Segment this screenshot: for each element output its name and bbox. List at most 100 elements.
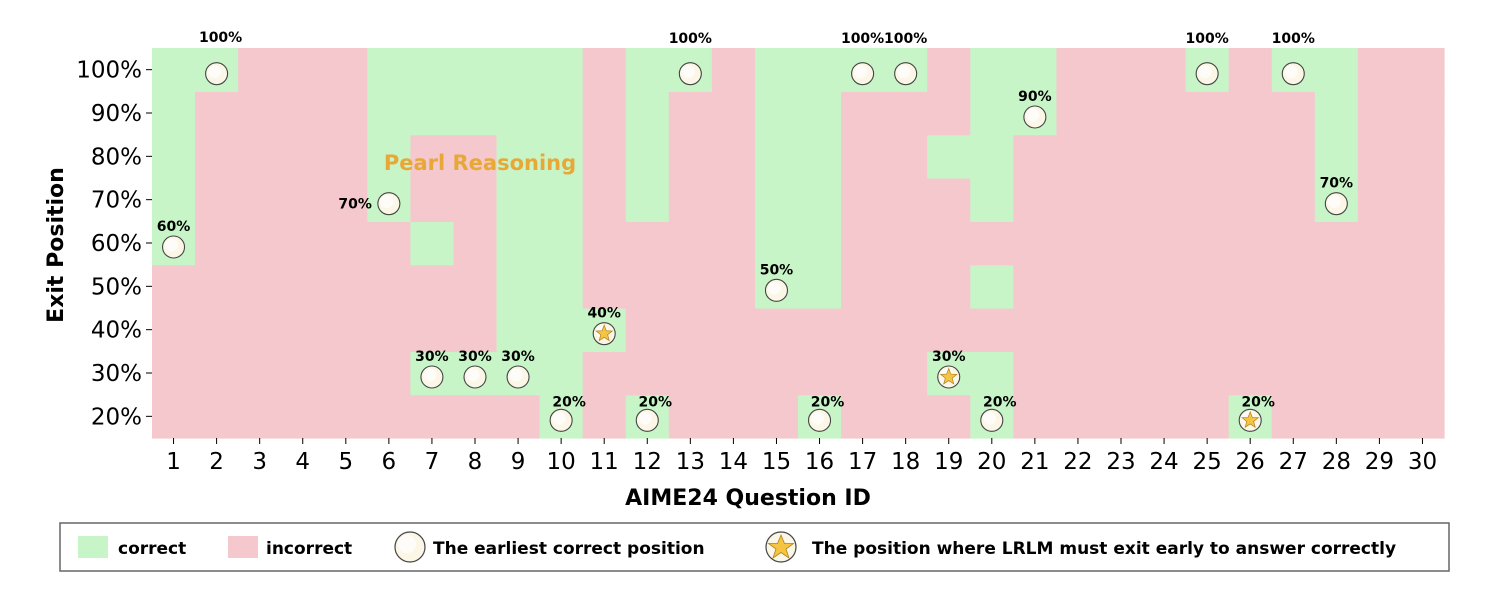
heatmap-cell (539, 134, 584, 179)
heatmap-cell (927, 91, 971, 136)
heatmap-cell (152, 394, 196, 439)
heatmap-cell (884, 221, 928, 266)
heatmap-cell (367, 351, 411, 396)
heatmap-cell (453, 91, 498, 136)
heatmap-cell (927, 394, 971, 439)
heatmap-cell (324, 134, 368, 179)
heatmap-cell (841, 91, 885, 136)
heatmap-cell (1013, 308, 1057, 352)
heatmap-cell (1400, 394, 1445, 439)
x-tick-label: 11 (590, 449, 619, 475)
exit-position-label: 40% (587, 306, 621, 322)
x-axis-ticks: 1 2 3 4 5 6 7 8 9 10 11 12 13 14 15 16 17 18 19 20 21 22 23 24 2… (166, 438, 1437, 475)
heatmap-cell (1099, 91, 1144, 136)
heatmap-cell (410, 91, 455, 136)
heatmap-cell (410, 178, 455, 222)
heatmap-cell (625, 48, 670, 92)
heatmap-cell (152, 48, 196, 92)
heatmap-cell (668, 264, 713, 309)
heatmap-cell (798, 178, 842, 222)
heatmap-cell (711, 178, 756, 222)
exit-position-label: 30% (501, 349, 535, 365)
heatmap-cell (453, 48, 498, 92)
heatmap-cell (582, 48, 627, 92)
exit-position-label: 100% (1186, 31, 1229, 47)
heatmap-cell (195, 134, 239, 179)
heatmap-cell (539, 91, 584, 136)
heatmap-cell (970, 351, 1014, 396)
x-tick-label: 25 (1192, 449, 1221, 475)
heatmap-cell (410, 308, 455, 352)
heatmap-cell (238, 351, 282, 396)
heatmap-cell (1271, 264, 1316, 309)
x-tick-label: 24 (1149, 449, 1178, 475)
heatmap-cell (711, 394, 756, 439)
heatmap-cell (367, 134, 411, 179)
heatmap-cell (1271, 308, 1316, 352)
y-tick-label: 50% (91, 274, 142, 300)
heatmap-cell (281, 394, 325, 439)
heatmap-cell (152, 264, 196, 309)
heatmap-cell (1357, 134, 1402, 179)
heatmap-cell (1400, 48, 1445, 92)
heatmap-cell (927, 264, 971, 309)
heatmap-cell (410, 221, 455, 266)
circle-marker (549, 408, 573, 432)
heatmap-cell (1142, 351, 1187, 396)
heatmap-cell (281, 264, 325, 309)
x-tick-label: 19 (934, 449, 963, 475)
circle-marker (506, 365, 530, 389)
heatmap-cell (1185, 308, 1230, 352)
circle-marker (851, 62, 875, 86)
exit-position-label: 20% (552, 394, 586, 410)
legend-incorrect-swatch (228, 536, 258, 558)
heatmap-cell (195, 308, 239, 352)
heatmap-cell (1142, 264, 1187, 309)
heatmap-cell (238, 134, 282, 179)
legend-frame (59, 522, 1450, 572)
heatmap-cell (1228, 308, 1273, 352)
heatmap-cell (453, 221, 498, 266)
heatmap-cell (582, 91, 627, 136)
pearl-reasoning-annotation: Pearl Reasoning (384, 151, 576, 175)
heatmap-cell (281, 221, 325, 266)
x-tick-label: 26 (1236, 449, 1265, 475)
heatmap-cell (625, 308, 670, 352)
heatmap-cell (798, 308, 842, 352)
heatmap-cell (711, 91, 756, 136)
y-axis-label: Exit Position (44, 167, 69, 323)
heatmap-cell (1314, 394, 1359, 439)
heatmap-cell (1314, 221, 1359, 266)
heatmap-cell (539, 48, 584, 92)
heatmap-cell (410, 48, 455, 92)
heatmap-cell (1185, 264, 1230, 309)
heatmap-cell (711, 48, 756, 92)
heatmap-cell (582, 178, 627, 222)
heatmap-cell (1099, 394, 1144, 439)
x-tick-label: 8 (468, 449, 483, 475)
heatmap-cell (668, 178, 713, 222)
heatmap-cell (582, 394, 627, 439)
y-tick-label: 80% (91, 144, 142, 170)
heatmap-cell (324, 351, 368, 396)
heatmap-cell (1357, 178, 1402, 222)
x-tick-label: 29 (1365, 449, 1394, 475)
heatmap-cell (496, 48, 541, 92)
heatmap-cell (1099, 308, 1144, 352)
circle-marker (807, 408, 832, 432)
legend-incorrect-label: incorrect (266, 539, 352, 559)
heatmap-cell (238, 308, 282, 352)
x-tick-label: 20 (977, 449, 1006, 475)
heatmap-cell (1056, 221, 1101, 266)
legend-correct-swatch (78, 536, 108, 558)
earliest-correct-markers: 60% 100% 70% 30% 30% 30% 20% 40% 20% 100% 50% 20% 10… (157, 30, 1353, 432)
heatmap-cell (841, 351, 885, 396)
y-tick-label: 70% (91, 188, 142, 214)
heatmap-cell (238, 394, 282, 439)
heatmap-cell (1314, 91, 1359, 136)
heatmap-cell (1056, 308, 1101, 352)
heatmap-cell (884, 264, 928, 309)
x-tick-label: 15 (762, 449, 791, 475)
heatmap-cell (798, 48, 842, 92)
